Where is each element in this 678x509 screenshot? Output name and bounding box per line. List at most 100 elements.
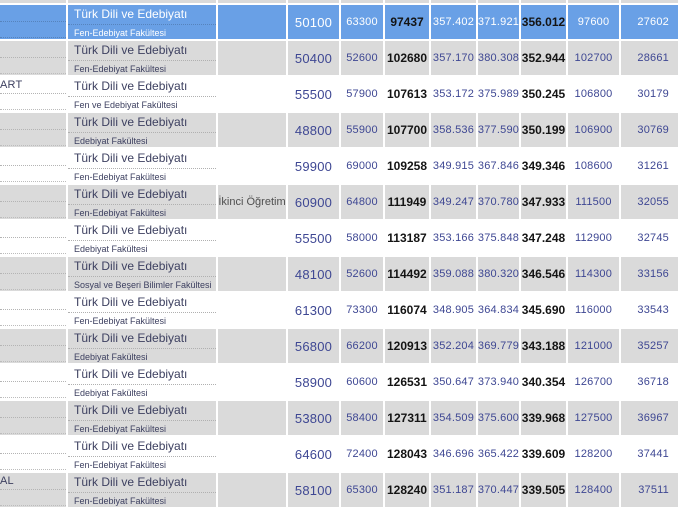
second-education-cell: [218, 257, 286, 291]
value-cell-1: 55500: [288, 77, 339, 111]
table-row[interactable]: Türk Dili ve Edebiyatı Sosyal ve Beşeri …: [0, 257, 678, 291]
value-cell-1: 64600: [288, 437, 339, 471]
table-row[interactable]: Türk Dili ve Edebiyatı Fen-Edebiyat Fakü…: [0, 401, 678, 435]
program-cell[interactable]: Türk Dili ve Edebiyatı Fen-Edebiyat Fakü…: [68, 185, 216, 219]
value-cell-5: 380.308: [478, 41, 519, 75]
value-cell-5: 373.940: [478, 365, 519, 399]
value-cell-4: 357.170: [431, 41, 476, 75]
university-cell: [0, 149, 66, 183]
value-cell-2: 57900: [341, 77, 383, 111]
program-name[interactable]: Türk Dili ve Edebiyatı: [68, 473, 216, 493]
program-cell[interactable]: Türk Dili ve Edebiyatı Fen-Edebiyat Fakü…: [68, 41, 216, 75]
value-cell-1: 48800: [288, 113, 339, 147]
program-name[interactable]: Türk Dili ve Edebiyatı: [68, 329, 216, 349]
value-cell-7: 116000: [568, 293, 619, 327]
value-cell-6: 345.690: [521, 293, 566, 327]
university-cell: [0, 365, 66, 399]
program-name[interactable]: Türk Dili ve Edebiyatı: [68, 293, 216, 313]
program-cell[interactable]: Türk Dili ve Edebiyatı Sosyal ve Beşeri …: [68, 257, 216, 291]
program-cell[interactable]: Türk Dili ve Edebiyatı Fen-Edebiyat Fakü…: [68, 5, 216, 39]
university-name: AL: [0, 475, 14, 487]
value-cell-6: 339.609: [521, 437, 566, 471]
table-row[interactable]: Türk Dili ve Edebiyatı Fen-Edebiyat Fakü…: [0, 437, 678, 471]
value-cell-1: 50100: [288, 5, 339, 39]
value-cell-4: 349.247: [431, 185, 476, 219]
value-cell-8: 37441: [621, 437, 678, 471]
program-name[interactable]: Türk Dili ve Edebiyatı: [68, 77, 216, 97]
university-cell: [0, 293, 66, 327]
value-cell-8: 32055: [621, 185, 678, 219]
value-cell-2: 64800: [341, 185, 383, 219]
program-name[interactable]: Türk Dili ve Edebiyatı: [68, 401, 216, 421]
program-cell[interactable]: Türk Dili ve Edebiyatı Edebiyat Fakültes…: [68, 329, 216, 363]
table-row[interactable]: Türk Dili ve Edebiyatı Edebiyat Fakültes…: [0, 221, 678, 255]
value-cell-2: 69000: [341, 149, 383, 183]
program-cell[interactable]: Türk Dili ve Edebiyatı Fen-Edebiyat Fakü…: [68, 401, 216, 435]
university-cell: [0, 5, 66, 39]
value-cell-2: 52600: [341, 41, 383, 75]
second-education-cell: [218, 113, 286, 147]
value-cell-4: 350.647: [431, 365, 476, 399]
faculty-name: Edebiyat Fakültesi: [74, 388, 148, 398]
value-cell-1: 58100: [288, 473, 339, 507]
table-row[interactable]: Türk Dili ve Edebiyatı Fen-Edebiyat Fakü…: [0, 293, 678, 327]
program-name[interactable]: Türk Dili ve Edebiyatı: [68, 41, 216, 61]
program-cell[interactable]: Türk Dili ve Edebiyatı Edebiyat Fakültes…: [68, 113, 216, 147]
table-top-row-sliver: [0, 0, 678, 3]
value-cell-5: 367.846: [478, 149, 519, 183]
value-cell-4: 346.696: [431, 437, 476, 471]
value-cell-2: 72400: [341, 437, 383, 471]
faculty-name: Fen-Edebiyat Fakültesi: [74, 208, 167, 218]
second-education-cell: [218, 329, 286, 363]
table-row[interactable]: Türk Dili ve Edebiyatı Fen-Edebiyat Fakü…: [0, 149, 678, 183]
value-cell-5: 377.590: [478, 113, 519, 147]
value-cell-8: 28661: [621, 41, 678, 75]
program-cell[interactable]: Türk Dili ve Edebiyatı Fen-Edebiyat Fakü…: [68, 437, 216, 471]
value-cell-1: 53800: [288, 401, 339, 435]
value-cell-1: 61300: [288, 293, 339, 327]
second-education-cell: [218, 41, 286, 75]
value-cell-3: 116074: [385, 293, 429, 327]
value-cell-3: 126531: [385, 365, 429, 399]
program-name[interactable]: Türk Dili ve Edebiyatı: [68, 185, 216, 205]
value-cell-7: 128400: [568, 473, 619, 507]
value-cell-2: 63300: [341, 5, 383, 39]
value-cell-4: 348.905: [431, 293, 476, 327]
program-cell[interactable]: Türk Dili ve Edebiyatı Fen-Edebiyat Fakü…: [68, 473, 216, 507]
program-cell[interactable]: Türk Dili ve Edebiyatı Fen-Edebiyat Fakü…: [68, 149, 216, 183]
program-name[interactable]: Türk Dili ve Edebiyatı: [68, 365, 216, 385]
value-cell-5: 371.921: [478, 5, 519, 39]
value-cell-4: 354.509: [431, 401, 476, 435]
university-cell: [0, 401, 66, 435]
second-education-label: İkinci Öğretim: [218, 196, 286, 208]
table-row[interactable]: ART Türk Dili ve Edebiyatı Fen ve Edebiy…: [0, 77, 678, 111]
program-cell[interactable]: Türk Dili ve Edebiyatı Edebiyat Fakültes…: [68, 365, 216, 399]
program-cell[interactable]: Türk Dili ve Edebiyatı Edebiyat Fakültes…: [68, 221, 216, 255]
table-row[interactable]: Türk Dili ve Edebiyatı Fen-Edebiyat Fakü…: [0, 41, 678, 75]
value-cell-7: 108600: [568, 149, 619, 183]
value-cell-3: 107613: [385, 77, 429, 111]
table-row[interactable]: Türk Dili ve Edebiyatı Fen-Edebiyat Fakü…: [0, 185, 678, 219]
value-cell-8: 31261: [621, 149, 678, 183]
value-cell-8: 30179: [621, 77, 678, 111]
program-name[interactable]: Türk Dili ve Edebiyatı: [68, 149, 216, 169]
value-cell-4: 359.088: [431, 257, 476, 291]
program-cell[interactable]: Türk Dili ve Edebiyatı Fen-Edebiyat Fakü…: [68, 293, 216, 327]
value-cell-1: 60900: [288, 185, 339, 219]
value-cell-7: 127500: [568, 401, 619, 435]
table-row[interactable]: AL Türk Dili ve Edebiyatı Fen-Edebiyat F…: [0, 473, 678, 507]
value-cell-7: 112900: [568, 221, 619, 255]
table-row[interactable]: Türk Dili ve Edebiyatı Edebiyat Fakültes…: [0, 113, 678, 147]
program-name[interactable]: Türk Dili ve Edebiyatı: [68, 437, 216, 457]
faculty-name: Edebiyat Fakültesi: [74, 136, 148, 146]
program-cell[interactable]: Türk Dili ve Edebiyatı Fen ve Edebiyat F…: [68, 77, 216, 111]
value-cell-6: 347.248: [521, 221, 566, 255]
table-row[interactable]: Türk Dili ve Edebiyatı Edebiyat Fakültes…: [0, 365, 678, 399]
program-name[interactable]: Türk Dili ve Edebiyatı: [68, 257, 216, 277]
table-row[interactable]: Türk Dili ve Edebiyatı Fen-Edebiyat Fakü…: [0, 5, 678, 39]
program-name[interactable]: Türk Dili ve Edebiyatı: [68, 5, 216, 25]
table-row[interactable]: Türk Dili ve Edebiyatı Edebiyat Fakültes…: [0, 329, 678, 363]
program-name[interactable]: Türk Dili ve Edebiyatı: [68, 113, 216, 133]
program-name[interactable]: Türk Dili ve Edebiyatı: [68, 221, 216, 241]
value-cell-2: 73300: [341, 293, 383, 327]
